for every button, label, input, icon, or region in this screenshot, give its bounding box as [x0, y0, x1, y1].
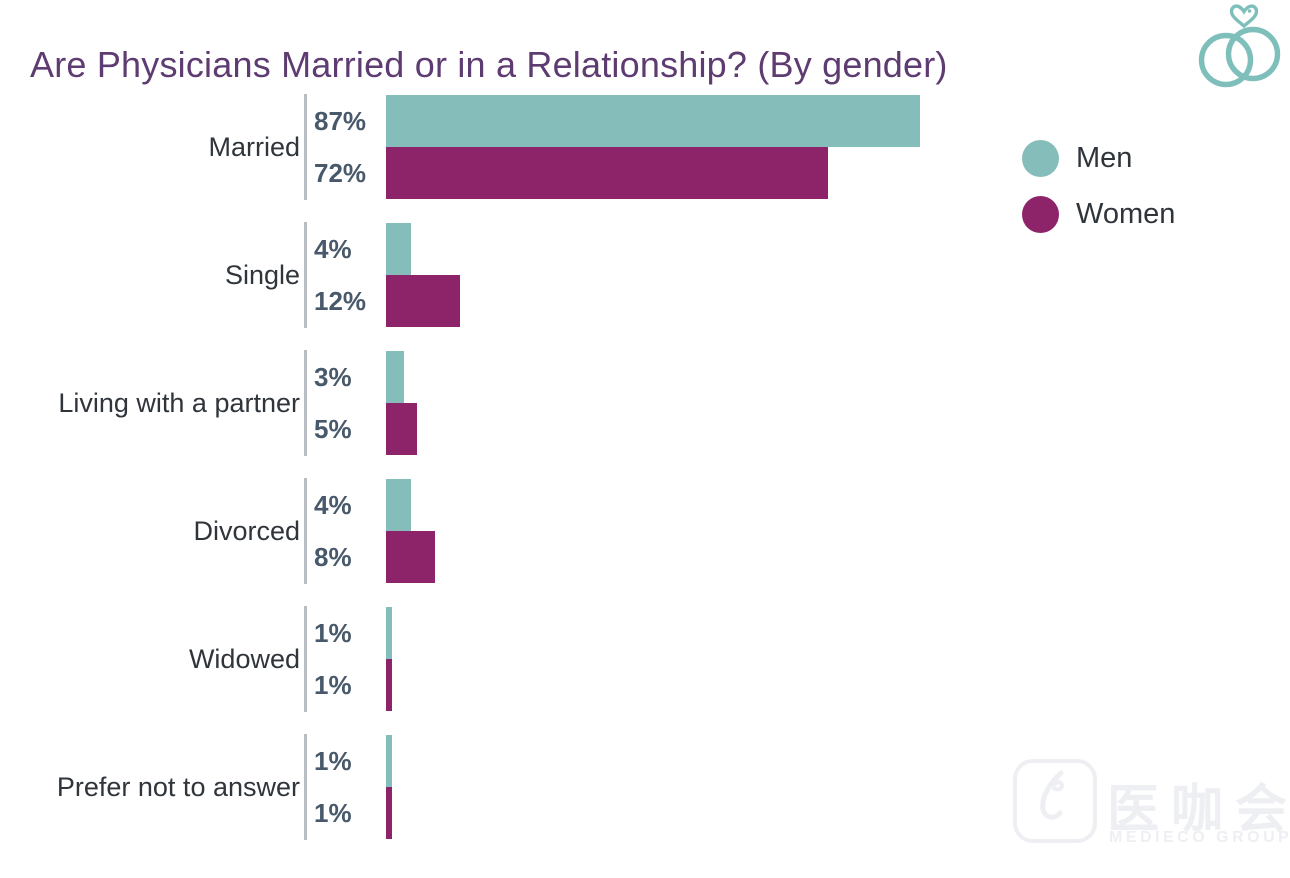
legend: Men Women: [1022, 139, 1175, 251]
chart-row: Living with a partner 3% 5%: [0, 350, 1290, 456]
value-label-women: 12%: [314, 286, 367, 316]
watermark-subtext: MEDIECO GROUP: [1109, 829, 1290, 846]
heart-dot: [1247, 9, 1252, 13]
men-color-swatch: [1022, 139, 1059, 177]
bar-men: [386, 351, 404, 403]
bar-men: [386, 735, 392, 787]
axis-line: [304, 478, 307, 584]
bar-women: [386, 659, 392, 711]
legend-item-women: Women: [1022, 195, 1175, 233]
value-label-men: 3%: [314, 362, 352, 392]
value-label-men: 4%: [314, 234, 352, 264]
legend-label-men: Men: [1076, 141, 1133, 174]
chart-title: Are Physicians Married or in a Relations…: [30, 44, 948, 86]
value-label-men: 1%: [314, 746, 352, 776]
bar-women: [386, 275, 460, 327]
axis-line: [304, 734, 307, 840]
heart-outline: [1229, 4, 1259, 29]
chart-row: Prefer not to answer 1% 1%: [0, 734, 1290, 840]
axis-line: [304, 222, 307, 328]
right-ring: [1225, 26, 1281, 82]
chart-row: Divorced 4% 8%: [0, 478, 1290, 584]
value-label-women: 1%: [314, 798, 352, 828]
bar-women: [386, 787, 392, 839]
left-ring: [1198, 32, 1254, 88]
category-label: Divorced: [193, 515, 300, 546]
value-label-women: 5%: [314, 414, 352, 444]
value-label-men: 1%: [314, 618, 352, 648]
bar-men: [386, 479, 411, 531]
value-label-men: 87%: [314, 106, 367, 136]
mediecogroup-logo: [1013, 759, 1097, 843]
watermark-cjk-text: 医咖会: [1107, 781, 1290, 839]
axis-line: [304, 350, 307, 456]
category-label: Widowed: [188, 643, 300, 674]
bar-men: [386, 95, 920, 147]
value-label-men: 4%: [314, 490, 352, 520]
chart-row: Single 4% 12%: [0, 222, 1290, 328]
axis-line: [304, 94, 307, 200]
bar-men: [386, 607, 392, 659]
bar-women: [386, 147, 828, 199]
category-label: Married: [208, 131, 300, 162]
wedding-rings-heart-icon: [1198, 2, 1284, 95]
value-label-women: 8%: [314, 542, 352, 572]
category-label: Single: [224, 259, 300, 290]
chart-row: Married 87% 72%: [0, 94, 1290, 200]
mediecogroup-logo-glyph: [1040, 770, 1064, 820]
value-label-women: 72%: [314, 158, 367, 188]
axis-line: [304, 606, 307, 712]
category-label: Prefer not to answer: [56, 771, 300, 802]
chart-row: Widowed 1% 1%: [0, 606, 1290, 712]
legend-label-women: Women: [1076, 197, 1176, 230]
category-label: Living with a partner: [58, 387, 300, 418]
watermark: 医咖会 MEDIECO GROUP: [1003, 755, 1290, 863]
women-color-swatch: [1022, 195, 1059, 233]
bar-men: [386, 223, 411, 275]
bar-women: [386, 531, 435, 583]
value-label-women: 1%: [314, 670, 352, 700]
bar-women: [386, 403, 417, 455]
legend-item-men: Men: [1022, 139, 1175, 177]
